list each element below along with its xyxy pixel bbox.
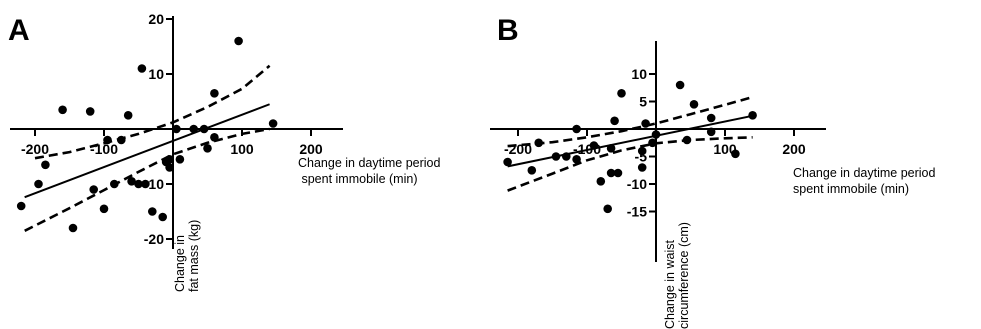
x-tick-label: -200 bbox=[21, 141, 49, 157]
y-tick-label: -10 bbox=[144, 176, 164, 192]
ci-lower-curve bbox=[24, 127, 270, 232]
data-point bbox=[210, 133, 219, 142]
data-point bbox=[675, 80, 685, 90]
data-point bbox=[641, 119, 650, 128]
data-point bbox=[610, 116, 619, 126]
data-point bbox=[596, 177, 606, 186]
data-point bbox=[603, 204, 612, 214]
data-point bbox=[158, 212, 167, 222]
y-tick-label: 10 bbox=[631, 66, 647, 82]
data-point bbox=[572, 124, 581, 134]
data-point bbox=[99, 204, 109, 214]
data-point bbox=[617, 89, 626, 98]
data-point bbox=[189, 124, 198, 134]
data-point bbox=[648, 138, 657, 148]
x-tick-label: 100 bbox=[713, 141, 737, 157]
data-point bbox=[606, 144, 616, 153]
panel-label: A bbox=[8, 14, 30, 47]
data-point bbox=[572, 155, 581, 164]
data-point bbox=[123, 111, 133, 120]
data-point bbox=[148, 207, 157, 216]
data-point bbox=[137, 64, 147, 73]
x-axis-title: Change in daytime period spent immobile (… bbox=[793, 166, 935, 196]
y-tick-label: -20 bbox=[144, 231, 164, 247]
data-point bbox=[203, 144, 212, 153]
data-point bbox=[68, 223, 78, 233]
data-point bbox=[606, 168, 616, 178]
data-point bbox=[34, 179, 43, 189]
data-point bbox=[110, 179, 119, 189]
data-point bbox=[268, 119, 278, 128]
ci-upper-curve bbox=[507, 95, 753, 148]
data-point bbox=[503, 157, 512, 167]
y-tick-label: 20 bbox=[148, 11, 164, 27]
data-point bbox=[689, 100, 699, 109]
data-point bbox=[199, 124, 209, 134]
data-point bbox=[682, 135, 692, 145]
y-tick-label: 5 bbox=[639, 94, 647, 110]
data-point bbox=[134, 179, 143, 189]
data-point bbox=[637, 163, 647, 172]
regression-line bbox=[507, 114, 753, 168]
x-tick-label: 100 bbox=[230, 141, 254, 157]
data-point bbox=[534, 138, 543, 148]
data-point bbox=[117, 135, 126, 145]
data-point bbox=[103, 135, 112, 145]
data-point bbox=[562, 152, 571, 161]
y-axis-title: Change infat mass (kg) bbox=[173, 220, 201, 292]
ci-upper-curve bbox=[34, 64, 271, 160]
regression-line bbox=[24, 103, 270, 199]
data-point bbox=[637, 146, 647, 156]
data-point bbox=[165, 155, 174, 164]
data-point bbox=[731, 149, 740, 159]
data-point bbox=[551, 152, 561, 161]
data-point bbox=[706, 127, 716, 137]
data-point bbox=[748, 111, 757, 120]
data-point bbox=[58, 105, 67, 115]
data-point bbox=[16, 201, 26, 211]
data-point bbox=[41, 160, 50, 170]
data-point bbox=[85, 107, 95, 116]
data-point bbox=[210, 89, 219, 98]
data-point bbox=[651, 130, 661, 139]
x-tick-label: 200 bbox=[299, 141, 323, 157]
data-point bbox=[706, 113, 716, 123]
data-point bbox=[165, 163, 174, 172]
y-tick-label: -10 bbox=[627, 176, 647, 192]
data-point bbox=[89, 185, 98, 194]
data-point bbox=[172, 124, 181, 134]
y-axis-title: Change in waistcircumference (cm) bbox=[663, 222, 691, 329]
data-point bbox=[527, 166, 537, 175]
y-tick-label: 10 bbox=[148, 66, 164, 82]
x-axis-title: Change in daytime period spent immobile … bbox=[298, 156, 440, 186]
data-point bbox=[127, 177, 136, 186]
y-tick-label: -15 bbox=[627, 204, 647, 220]
panel-label: B bbox=[497, 14, 519, 47]
data-point bbox=[234, 36, 243, 46]
data-point bbox=[141, 179, 150, 189]
data-point bbox=[175, 155, 185, 164]
data-point bbox=[589, 141, 599, 150]
data-point bbox=[613, 168, 623, 178]
x-tick-label: 200 bbox=[782, 141, 806, 157]
